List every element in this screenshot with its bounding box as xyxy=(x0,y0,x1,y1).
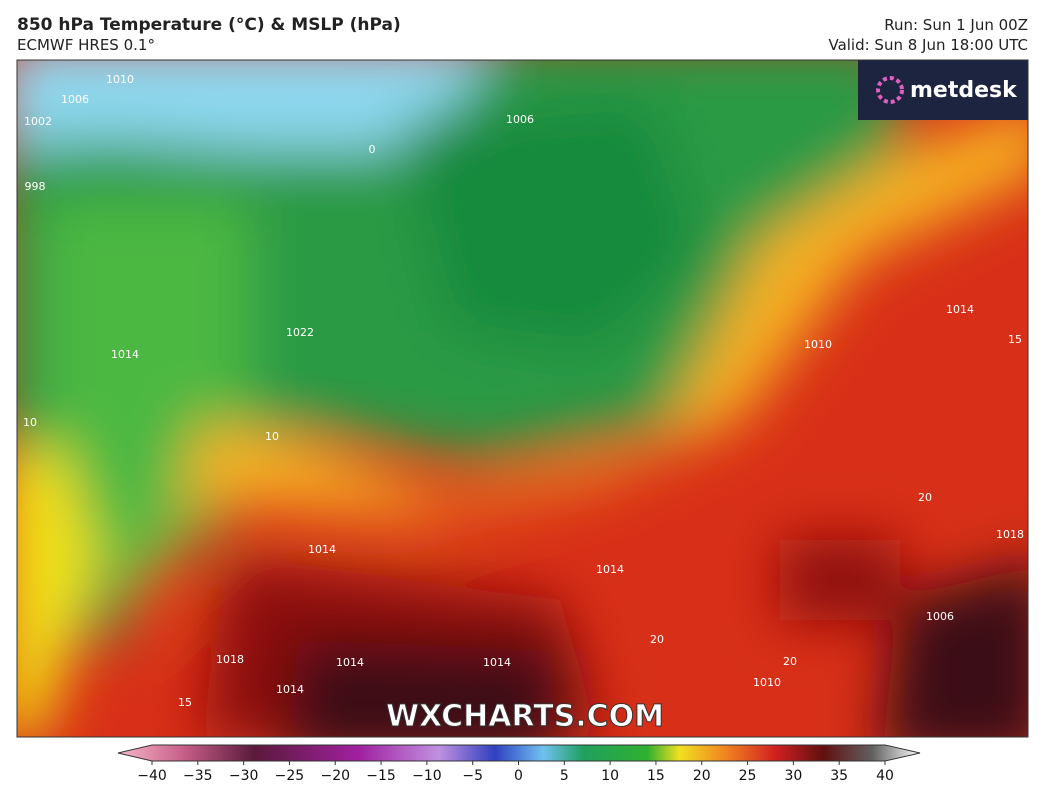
logo-box xyxy=(858,60,1028,120)
contour-label: 1014 xyxy=(111,348,139,361)
valid-time: Valid: Sun 8 Jun 18:00 UTC xyxy=(828,36,1028,54)
contour-label: 1022 xyxy=(286,326,314,339)
colorbar-tick-label: 30 xyxy=(784,768,802,784)
contour-label: 1006 xyxy=(926,610,954,623)
map: metdesk WXCHARTS.COM xyxy=(17,60,1028,737)
contour-label: 1010 xyxy=(106,73,134,86)
contour-label: 1006 xyxy=(506,113,534,126)
subtitle: ECMWF HRES 0.1° xyxy=(17,36,155,54)
watermark: WXCHARTS.COM xyxy=(386,699,664,734)
contour-label: 0 xyxy=(369,143,376,156)
colorbar-tick-label: −15 xyxy=(366,768,396,784)
colorbar-tick-label: −20 xyxy=(320,768,350,784)
contour-label: 20 xyxy=(918,491,932,504)
contour-label: 15 xyxy=(1008,333,1022,346)
contour-label: 1014 xyxy=(276,683,304,696)
contour-label: 10 xyxy=(23,416,37,429)
contour-label: 1002 xyxy=(24,115,52,128)
contour-label: 1010 xyxy=(753,676,781,689)
colorbar-tick-label: 25 xyxy=(739,768,757,784)
title: 850 hPa Temperature (°C) & MSLP (hPa) xyxy=(17,15,401,35)
colorbar-ticks: −40 −35 −30 −25 −20 −15 −10 −5 0 5 10 15 20 25 30 35 40 xyxy=(137,761,894,784)
colorbar-tick-label: −30 xyxy=(229,768,259,784)
contour-label: 1018 xyxy=(216,653,244,666)
map-frame xyxy=(16,59,1029,738)
colorbar-tick-label: −5 xyxy=(462,768,483,784)
contour-label: 1018 xyxy=(996,528,1024,541)
colorbar-tick-label: 10 xyxy=(601,768,619,784)
colorbar-tick-label: 15 xyxy=(647,768,665,784)
colorbar-tick-label: 0 xyxy=(514,768,523,784)
contour-label: 1010 xyxy=(804,338,832,351)
contour-label: 20 xyxy=(783,655,797,668)
contour-label: 15 xyxy=(178,696,192,709)
contour-label: 1014 xyxy=(596,563,624,576)
colorbar-tick-label: −35 xyxy=(183,768,213,784)
colorbar xyxy=(117,744,921,762)
contour-label: 10 xyxy=(265,430,279,443)
logo-icon xyxy=(876,76,904,104)
contour-label: 20 xyxy=(650,633,664,646)
contour-label: 1014 xyxy=(336,656,364,669)
contour-label: 1014 xyxy=(308,543,336,556)
colorbar-tick-label: 20 xyxy=(693,768,711,784)
logo: metdesk xyxy=(910,78,1018,103)
contour-label: 1014 xyxy=(483,656,511,669)
run-time: Run: Sun 1 Jun 00Z xyxy=(884,16,1028,34)
colorbar-tick-label: 40 xyxy=(876,768,894,784)
colorbar-tick-label: −25 xyxy=(275,768,305,784)
contour-label: 998 xyxy=(25,180,46,193)
colorbar-tick-label: 35 xyxy=(830,768,848,784)
contour-labels: 1010100610029980100610221014101010141014… xyxy=(23,73,1024,709)
contour-label: 1014 xyxy=(946,303,974,316)
contour-label: 1006 xyxy=(61,93,89,106)
colorbar-tick-label: 5 xyxy=(560,768,569,784)
colorbar-tick-label: −40 xyxy=(137,768,167,784)
colorbar-tick-label: −10 xyxy=(412,768,442,784)
